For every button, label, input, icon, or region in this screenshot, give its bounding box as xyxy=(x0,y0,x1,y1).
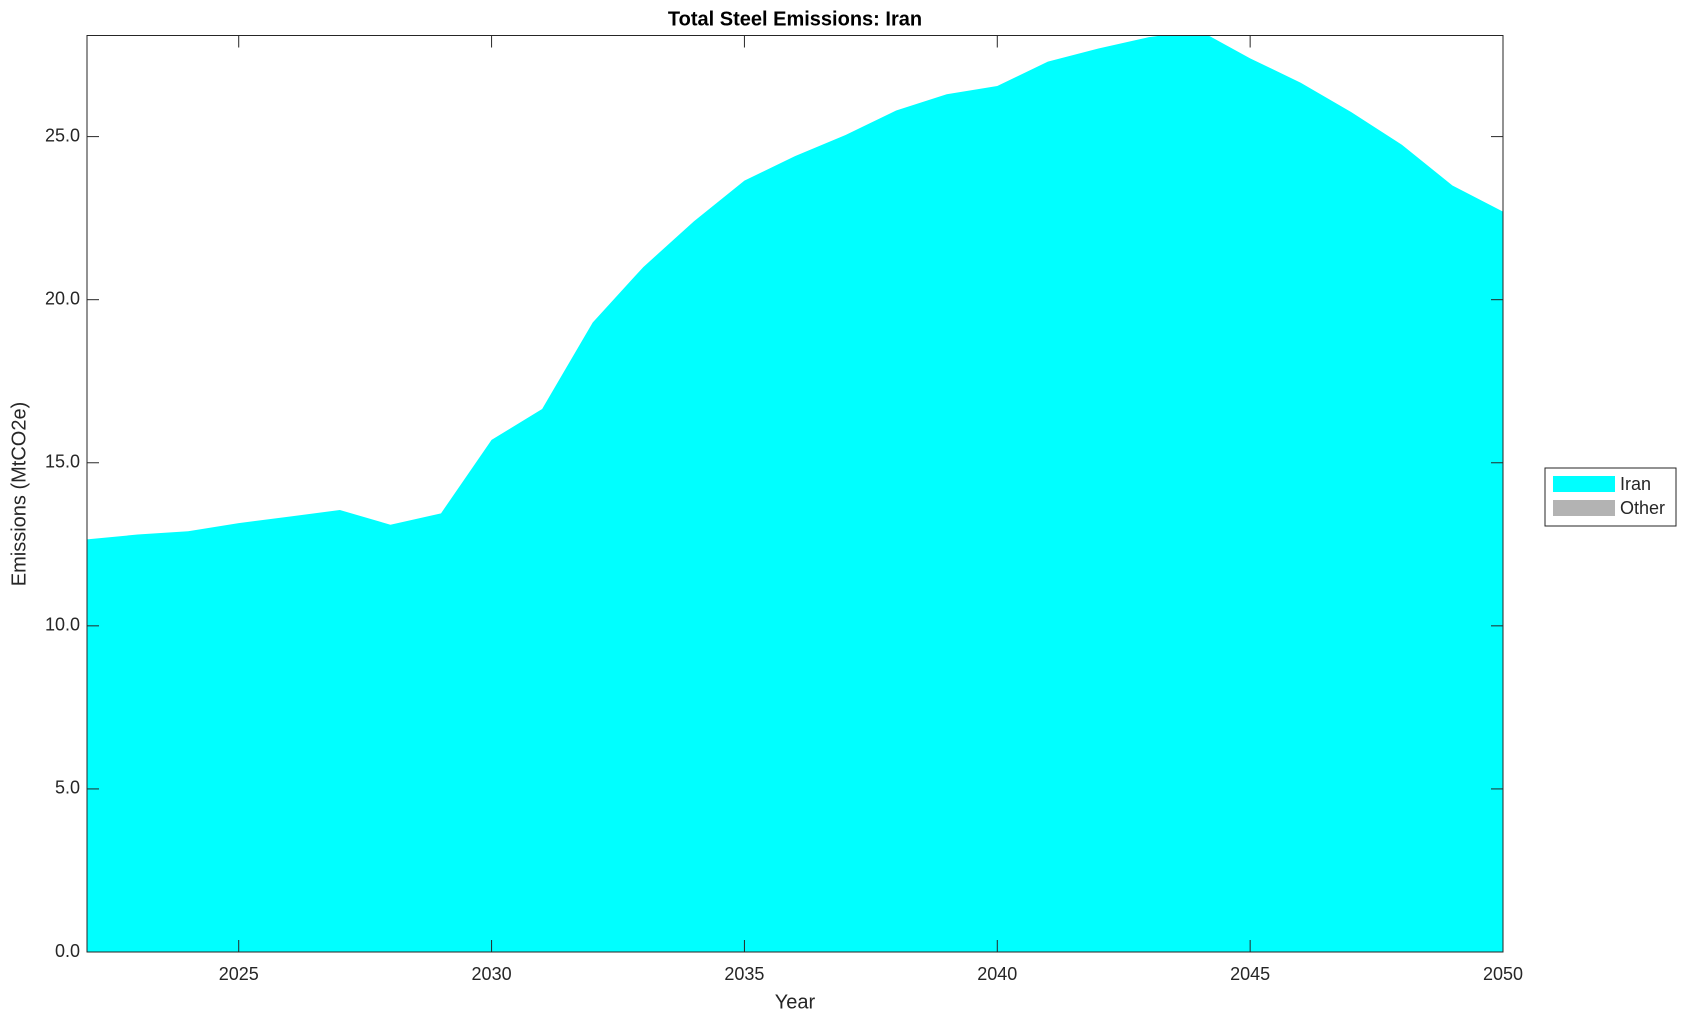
plot-areas xyxy=(87,35,1503,952)
chart-title: Total Steel Emissions: Iran xyxy=(668,8,922,30)
legend-label: Other xyxy=(1620,498,1665,518)
x-axis-label: Year xyxy=(775,991,816,1013)
x-tick-label: 2025 xyxy=(219,964,259,984)
x-tick-label: 2040 xyxy=(977,964,1017,984)
legend-swatch xyxy=(1553,500,1615,516)
plot-frame xyxy=(86,35,1504,953)
y-tick-label: 15.0 xyxy=(45,452,80,472)
x-tick-label: 2050 xyxy=(1483,964,1523,984)
x-tick-label: 2035 xyxy=(724,964,764,984)
y-axis-label: Emissions (MtCO2e) xyxy=(8,402,30,586)
legend-label: Iran xyxy=(1620,474,1651,494)
y-tick-label: 25.0 xyxy=(45,125,80,145)
legend-swatch xyxy=(1553,476,1615,492)
area xyxy=(87,35,1503,952)
x-tick-label: 2045 xyxy=(1230,964,1270,984)
y-tick-label: 0.0 xyxy=(55,941,80,961)
y-tick-label: 10.0 xyxy=(45,615,80,635)
x-tick-label: 2030 xyxy=(472,964,512,984)
y-tick-label: 20.0 xyxy=(45,288,80,308)
y-tick-label: 5.0 xyxy=(55,778,80,798)
